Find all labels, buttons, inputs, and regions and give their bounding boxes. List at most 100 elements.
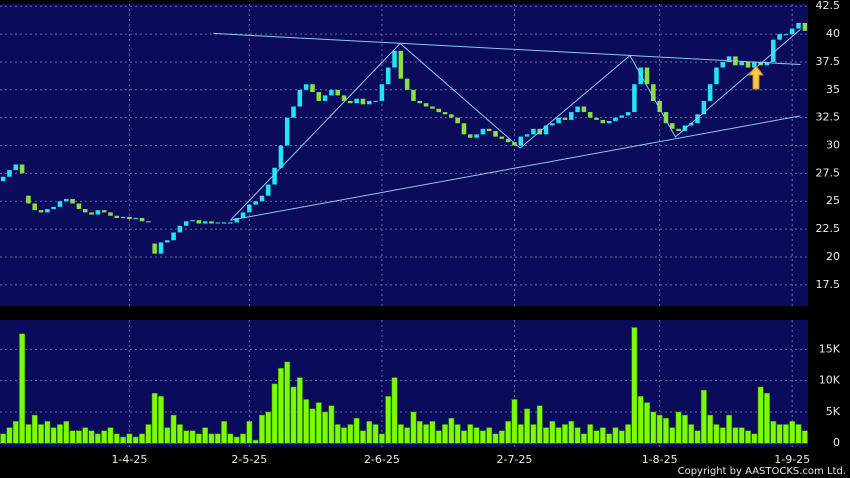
volume-bar bbox=[227, 433, 234, 444]
volume-bar bbox=[259, 414, 265, 444]
volume-bar bbox=[265, 411, 272, 444]
candle bbox=[108, 212, 113, 216]
candle bbox=[278, 145, 284, 168]
candle bbox=[688, 123, 694, 126]
volume-bar bbox=[151, 392, 158, 444]
volume-bar bbox=[536, 405, 543, 444]
candle bbox=[190, 220, 195, 222]
volume-bar bbox=[719, 427, 726, 444]
candle bbox=[442, 112, 448, 115]
candle bbox=[676, 128, 681, 132]
volume-bar bbox=[675, 411, 682, 444]
volume-bar bbox=[290, 386, 297, 444]
volume-tick-label: 5K bbox=[826, 405, 841, 418]
volume-bar bbox=[379, 433, 385, 444]
candle bbox=[499, 136, 505, 139]
volume-bar bbox=[170, 414, 177, 444]
candle bbox=[783, 34, 789, 36]
volume-bar bbox=[38, 424, 44, 444]
volume-bar bbox=[139, 433, 145, 444]
volume-bar bbox=[126, 433, 133, 444]
volume-bar bbox=[738, 427, 745, 444]
volume-bar bbox=[76, 430, 82, 444]
candle bbox=[404, 78, 410, 90]
candle bbox=[651, 84, 656, 101]
candle bbox=[228, 222, 233, 224]
volume-bar bbox=[713, 424, 720, 444]
volume-bar bbox=[776, 424, 783, 444]
candle bbox=[802, 22, 808, 31]
candle bbox=[183, 221, 189, 226]
volume-bar bbox=[644, 402, 650, 444]
candle bbox=[518, 136, 524, 146]
volume-tick-label: 0 bbox=[833, 436, 840, 449]
volume-bar bbox=[707, 414, 714, 444]
volume-bar bbox=[88, 430, 95, 444]
candle bbox=[253, 201, 258, 205]
arrow-marker bbox=[747, 65, 765, 90]
candle bbox=[657, 100, 662, 113]
candle bbox=[291, 106, 296, 118]
volume-bar bbox=[284, 361, 291, 444]
y-tick-label: 35 bbox=[826, 83, 840, 96]
candle bbox=[240, 212, 246, 218]
y-tick-label: 22.5 bbox=[816, 222, 841, 235]
y-tick-label: 32.5 bbox=[816, 111, 841, 124]
candle bbox=[436, 108, 441, 113]
candle bbox=[556, 117, 561, 124]
volume-bar bbox=[25, 424, 32, 444]
candle bbox=[202, 221, 208, 224]
candle bbox=[221, 222, 227, 224]
candle bbox=[259, 195, 265, 202]
candle bbox=[360, 98, 366, 105]
volume-bar bbox=[296, 377, 303, 444]
x-tick-label: 1-8-25 bbox=[642, 453, 678, 466]
volume-bar bbox=[637, 396, 644, 444]
volume-bar bbox=[82, 427, 89, 444]
volume-bar bbox=[44, 421, 51, 444]
volume-bar bbox=[360, 430, 366, 444]
candle bbox=[316, 92, 322, 101]
volume-bar bbox=[252, 439, 259, 444]
volume-bar bbox=[511, 399, 518, 444]
candle bbox=[120, 216, 126, 218]
volume-bar bbox=[606, 433, 613, 444]
candle bbox=[0, 176, 6, 182]
y-tick-label: 42.5 bbox=[816, 0, 841, 12]
candle bbox=[215, 222, 221, 224]
volume-bar bbox=[732, 427, 739, 444]
volume-bar bbox=[183, 430, 190, 444]
candle bbox=[32, 203, 37, 211]
candle bbox=[266, 184, 271, 196]
volume-bar bbox=[214, 433, 221, 444]
candle bbox=[19, 164, 25, 174]
candle bbox=[341, 95, 347, 101]
candle bbox=[613, 117, 618, 122]
candle bbox=[196, 220, 202, 224]
candle bbox=[127, 216, 132, 220]
volume-bar bbox=[113, 433, 120, 444]
volume-bar bbox=[372, 424, 379, 444]
volume-bar bbox=[625, 424, 631, 444]
volume-bar bbox=[322, 411, 328, 444]
volume-bar bbox=[391, 377, 398, 444]
volume-bar bbox=[63, 421, 70, 444]
candle bbox=[38, 210, 44, 213]
candle bbox=[600, 119, 606, 124]
volume-bar bbox=[543, 427, 549, 444]
candle bbox=[594, 117, 599, 120]
x-tick-label: 1-9-25 bbox=[774, 453, 810, 466]
candle bbox=[695, 114, 700, 124]
volume-bar bbox=[568, 421, 575, 444]
volume-bar bbox=[764, 392, 770, 444]
volume-bar bbox=[246, 421, 253, 444]
candle bbox=[480, 128, 486, 135]
volume-bar bbox=[303, 399, 310, 444]
x-tick-label: 2-5-25 bbox=[231, 453, 267, 466]
volume-tick-label: 15K bbox=[819, 342, 841, 355]
volume-bar bbox=[57, 424, 63, 444]
volume-bar bbox=[612, 427, 619, 444]
candle bbox=[297, 89, 303, 107]
volume-bar bbox=[505, 421, 512, 444]
